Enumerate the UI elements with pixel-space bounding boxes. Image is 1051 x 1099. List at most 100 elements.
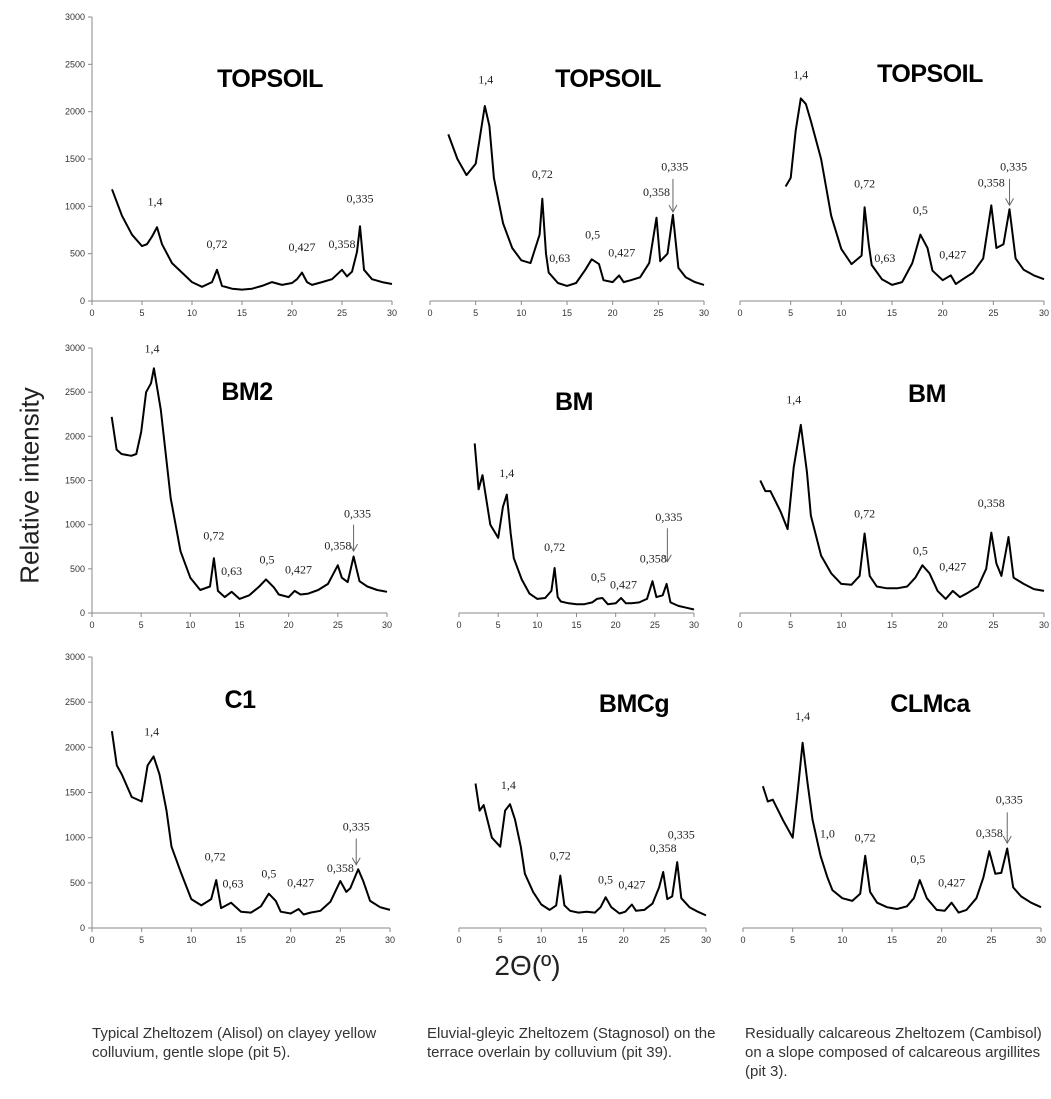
x-tick-label-4: 15 [234, 620, 244, 630]
diffractogram-line-1 [111, 188, 393, 291]
x-tick-label-9: 0 [740, 935, 745, 945]
peak-label-5: 0,72 [544, 540, 565, 554]
x-tick-label-9: 15 [887, 935, 897, 945]
x-tick-label-1: 30 [387, 308, 397, 318]
y-tick-label-4: 2500 [65, 387, 85, 397]
x-tick-label-1: 10 [187, 308, 197, 318]
y-tick-label-7: 2500 [65, 697, 85, 707]
peak-arrow-head-9 [1002, 835, 1012, 845]
x-tick-label-4: 10 [185, 620, 195, 630]
x-tick-label-4: 30 [382, 620, 392, 630]
x-tick-label-8: 30 [701, 935, 711, 945]
diffractogram-line-9 [761, 741, 1042, 914]
y-tick-label-7: 0 [80, 923, 85, 933]
x-tick-label-2: 30 [699, 308, 709, 318]
peak-label-8: 0,358 [650, 841, 677, 855]
y-tick-label-1: 1500 [65, 154, 85, 164]
panel-title-3: TOPSOIL [877, 60, 983, 88]
peak-label-1: 0,427 [289, 240, 316, 254]
x-tick-label-3: 5 [788, 308, 793, 318]
y-tick-label-4: 1000 [65, 520, 85, 530]
caption-column-2: Eluvial-gleyic Zheltozem (Stagnosol) on … [427, 1025, 716, 1061]
peak-label-1: 0,72 [207, 237, 228, 251]
x-tick-label-3: 30 [1039, 308, 1049, 318]
peak-arrow-head-5 [662, 554, 672, 563]
peak-label-4: 0,5 [260, 553, 275, 567]
x-tick-label-9: 10 [837, 935, 847, 945]
diffractogram-line-3 [784, 97, 1045, 286]
peak-label-4: 0,72 [203, 529, 224, 543]
x-tick-label-7: 10 [186, 935, 196, 945]
x-tick-label-5: 25 [650, 620, 660, 630]
panel-title-5: BM [555, 388, 593, 416]
peak-label-2: 0,335 [661, 159, 688, 173]
x-tick-label-7: 0 [89, 935, 94, 945]
x-tick-label-5: 20 [611, 620, 621, 630]
panel-title-8: BMCg [599, 690, 669, 718]
x-tick-label-5: 5 [496, 620, 501, 630]
peak-label-7: 0,63 [223, 876, 244, 890]
y-tick-label-7: 2000 [65, 742, 85, 752]
x-tick-label-4: 5 [139, 620, 144, 630]
diffractogram-line-7 [110, 730, 391, 916]
peak-label-8: 0,5 [598, 873, 613, 887]
x-tick-label-2: 25 [653, 308, 663, 318]
peak-label-3: 0,5 [913, 203, 928, 217]
y-tick-label-4: 3000 [65, 343, 85, 353]
diffractogram-line-4 [110, 367, 388, 600]
panel-title-1: TOPSOIL [217, 65, 323, 93]
peak-label-1: 1,4 [148, 194, 163, 208]
peak-label-7: 0,335 [343, 819, 370, 833]
x-tick-label-6: 15 [887, 620, 897, 630]
y-tick-label-1: 2500 [65, 59, 85, 69]
x-tick-label-9: 25 [986, 935, 996, 945]
x-tick-label-7: 25 [335, 935, 345, 945]
peak-label-3: 0,427 [939, 247, 966, 261]
x-tick-label-8: 0 [456, 935, 461, 945]
x-tick-label-9: 30 [1036, 935, 1046, 945]
x-tick-label-1: 0 [89, 308, 94, 318]
peak-label-9: 0,335 [996, 792, 1023, 806]
diffractogram-line-6 [759, 423, 1045, 600]
peak-label-9: 1,4 [795, 709, 810, 723]
peak-label-5: 1,4 [499, 466, 514, 480]
x-axis-label: 2Θ(º) [494, 950, 561, 981]
peak-label-2: 0,72 [532, 167, 553, 181]
peak-label-5: 0,335 [655, 510, 682, 524]
peak-label-7: 0,72 [205, 849, 226, 863]
x-tick-label-7: 15 [236, 935, 246, 945]
y-tick-label-7: 3000 [65, 652, 85, 662]
diffractogram-line-2 [447, 105, 705, 287]
x-tick-label-7: 20 [286, 935, 296, 945]
peak-arrow-head-4 [349, 543, 359, 553]
y-tick-label-1: 1000 [65, 201, 85, 211]
x-tick-label-1: 25 [337, 308, 347, 318]
panel-title-6: BM [908, 380, 946, 408]
y-tick-label-7: 1000 [65, 833, 85, 843]
y-tick-label-4: 2000 [65, 431, 85, 441]
peak-label-8: 0,427 [618, 877, 645, 891]
x-tick-label-6: 20 [938, 620, 948, 630]
x-tick-label-8: 5 [498, 935, 503, 945]
peak-label-2: 0,427 [608, 246, 635, 260]
y-tick-label-4: 500 [70, 564, 85, 574]
peak-label-7: 0,358 [327, 861, 354, 875]
panel-title-4: BM2 [221, 378, 272, 406]
x-tick-label-6: 0 [737, 620, 742, 630]
peak-label-3: 0,335 [1000, 159, 1027, 173]
y-axis-label-wrap: Relative intensity [10, 387, 50, 584]
x-tick-label-1: 5 [139, 308, 144, 318]
caption-column-1: Typical Zheltozem (Alisol) on clayey yel… [92, 1025, 377, 1061]
diffractogram-line-8 [474, 783, 707, 917]
peak-label-6: 0,358 [978, 496, 1005, 510]
x-axis-label-wrap: 2Θ(º) [0, 950, 1051, 982]
peak-label-2: 0,5 [585, 228, 600, 242]
x-tick-label-4: 25 [333, 620, 343, 630]
panel-title-7: C1 [225, 686, 257, 714]
peak-label-7: 0,5 [261, 866, 276, 880]
x-tick-label-2: 0 [427, 308, 432, 318]
peak-label-3: 0,358 [978, 175, 1005, 189]
peak-label-2: 0,63 [549, 251, 570, 265]
x-tick-label-2: 15 [562, 308, 572, 318]
